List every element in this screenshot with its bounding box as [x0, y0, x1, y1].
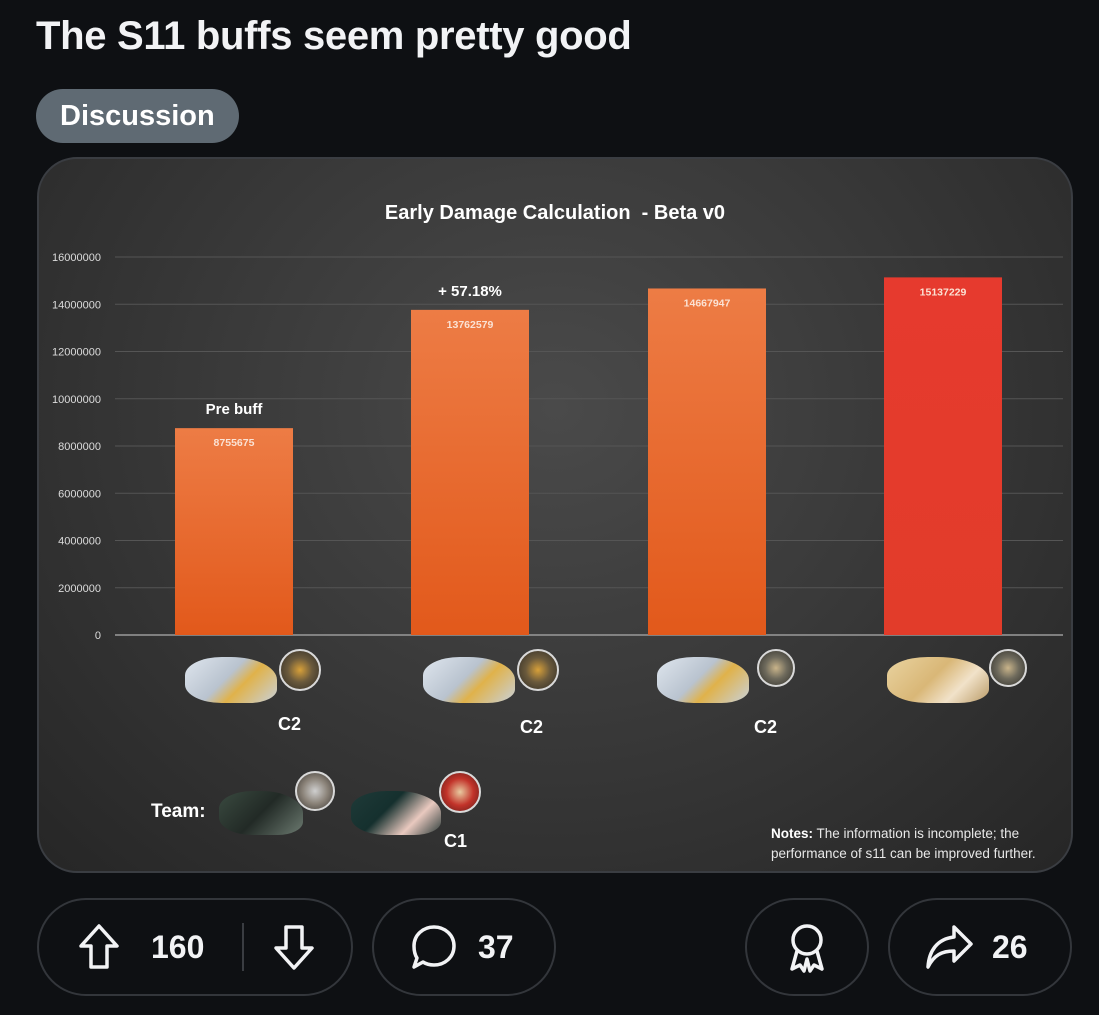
- chart-notes: Notes: The information is incomplete; th…: [771, 824, 1071, 864]
- character-portrait-3: [657, 649, 795, 709]
- y-tick-label: 12000000: [52, 347, 101, 359]
- bar: [411, 309, 529, 635]
- notes-text: The information is incomplete; the perfo…: [771, 826, 1036, 861]
- y-tick-label: 8000000: [58, 441, 101, 453]
- bar-annotation: + 57.18%: [438, 283, 502, 300]
- bar: [884, 277, 1002, 635]
- y-tick-label: 0: [95, 630, 101, 642]
- constellation-label-1: C2: [278, 714, 302, 734]
- team-constellation-label: C1: [444, 831, 468, 851]
- character-face: [423, 657, 515, 703]
- bar-value-label: 13762579: [447, 319, 494, 331]
- arrow-down-icon: [274, 925, 315, 970]
- vote-divider: [242, 923, 245, 971]
- team-member-2: [351, 771, 491, 837]
- character-portrait-4: [887, 649, 1027, 709]
- character-portrait-2: [423, 649, 559, 709]
- post-image[interactable]: Early Damage Calculation - Beta v0 0 2000…: [37, 157, 1073, 873]
- downvote-button[interactable]: [272, 922, 316, 972]
- bar-value-label: 14667947: [684, 297, 731, 309]
- chart-title: Early Damage Calculation - Beta v0: [385, 202, 725, 224]
- weapon-emblem-icon: [517, 649, 559, 691]
- weapon-emblem-icon: [757, 649, 795, 687]
- comment-bubble-icon: [412, 925, 456, 969]
- character-face: [657, 657, 749, 703]
- award-ribbon-icon: [790, 924, 824, 973]
- y-tick-label: 4000000: [58, 536, 101, 548]
- bar: [648, 288, 766, 635]
- damage-bar-chart: Early Damage Calculation - Beta v0 0 2000…: [52, 202, 1063, 642]
- weapon-emblem-icon: [989, 649, 1027, 687]
- constellation-label-3: C2: [754, 717, 778, 737]
- team-label: Team:: [151, 801, 206, 822]
- y-tick-label: 14000000: [52, 299, 101, 311]
- y-tick-label: 2000000: [58, 583, 101, 595]
- bar: [175, 428, 293, 635]
- bar-value-label: 8755675: [214, 437, 255, 449]
- share-arrow-icon: [926, 925, 973, 969]
- bar-annotation: Pre buff: [206, 401, 264, 418]
- y-tick-label: 6000000: [58, 488, 101, 500]
- character-face: [887, 657, 989, 703]
- share-count: 26: [992, 928, 1028, 965]
- character-face: [219, 791, 303, 835]
- character-portrait-1: [185, 649, 321, 709]
- upvote-button[interactable]: [77, 922, 121, 972]
- award-button[interactable]: [745, 898, 869, 996]
- flair-badge[interactable]: Discussion: [36, 89, 239, 143]
- y-tick-label: 10000000: [52, 394, 101, 406]
- arrow-up-icon: [79, 924, 119, 969]
- constellation-label-2: C2: [520, 717, 544, 737]
- vote-score: 160: [151, 928, 205, 965]
- vote-bar: 160: [37, 898, 353, 996]
- y-tick-label: 16000000: [52, 252, 101, 264]
- share-button[interactable]: 26: [888, 898, 1072, 996]
- weapon-emblem-icon: [279, 649, 321, 691]
- comments-button[interactable]: 37: [372, 898, 556, 996]
- team-member-1: [219, 771, 339, 837]
- comment-count: 37: [478, 928, 514, 965]
- character-face: [351, 791, 441, 835]
- weapon-emblem-icon: [439, 771, 481, 813]
- bar-value-label: 15137229: [920, 286, 967, 298]
- post-title: The S11 buffs seem pretty good: [36, 14, 632, 58]
- character-face: [185, 657, 277, 703]
- notes-heading: Notes:: [771, 826, 814, 841]
- weapon-emblem-icon: [295, 771, 335, 811]
